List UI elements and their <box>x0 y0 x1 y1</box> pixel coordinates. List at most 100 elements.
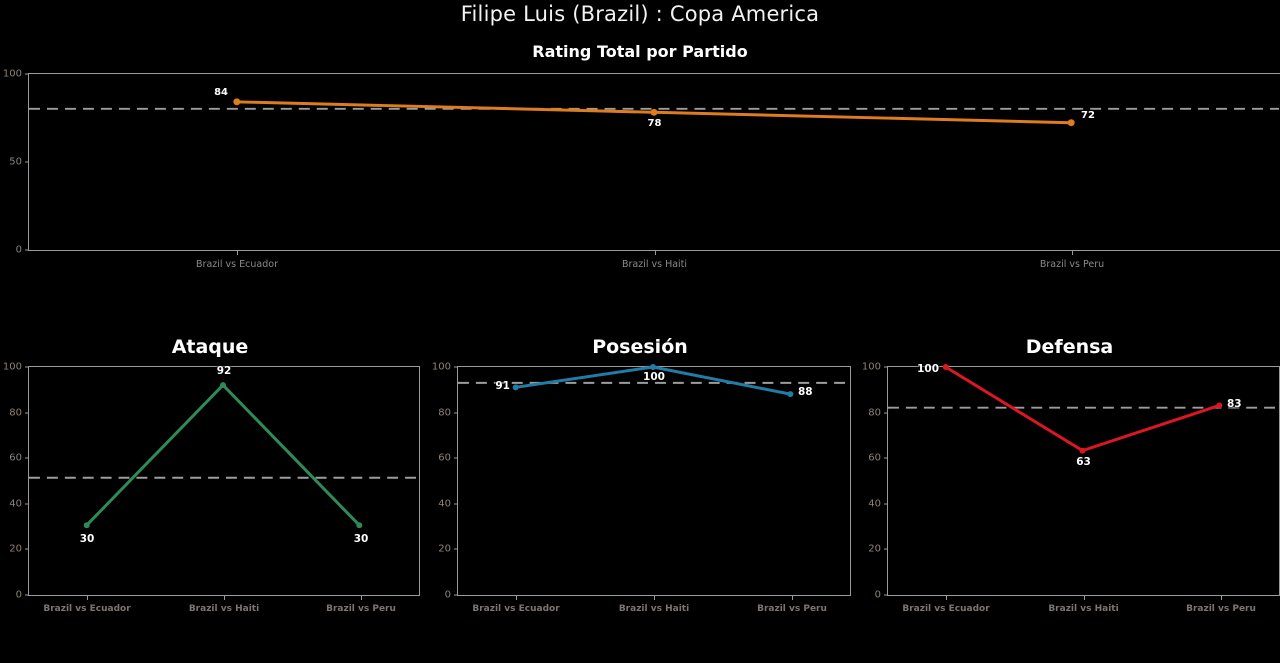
chart-panel-defensa: Defensa 0 20 40 60 80 100 Brazil vs Ecuador Bra… <box>859 336 1280 626</box>
y-axis-tick-label: 60 <box>438 452 451 464</box>
figure-title: Filipe Luis (Brazil) : Copa America <box>460 2 820 26</box>
data-point-marker <box>1067 119 1075 127</box>
x-axis-label: Brazil vs Haiti <box>618 604 690 614</box>
x-axis-tick-mark <box>237 250 238 255</box>
panel-title-ataque: Ataque <box>171 336 249 358</box>
x-axis-label: Brazil vs Peru <box>1039 259 1105 270</box>
y-axis-tick-label: 100 <box>431 361 451 373</box>
figure-subtitle: Rating Total por Partido <box>532 42 748 61</box>
y-axis-tick-label: 0 <box>15 244 22 256</box>
y-axis-tick-label: 20 <box>438 543 451 555</box>
y-axis-tick-label: 0 <box>15 589 22 601</box>
y-axis-tick-label: 40 <box>9 498 22 510</box>
y-axis-tick-label: 0 <box>444 589 451 601</box>
y-axis-tick-label: 40 <box>438 498 451 510</box>
y-axis-tick-mark <box>25 366 29 368</box>
plot-area-ataque: 0 20 40 60 80 100 Brazil vs Ecuador Brazil vs H… <box>3 362 420 614</box>
data-point-marker <box>650 364 656 370</box>
data-series-line <box>944 365 1221 453</box>
data-point-value-label: 92 <box>216 365 232 378</box>
data-point-marker <box>650 108 658 116</box>
x-axis-tick-mark <box>792 595 793 600</box>
x-axis-tick-mark <box>361 595 362 600</box>
data-point-value-label: 30 <box>353 532 369 545</box>
y-axis-tick-mark <box>25 412 29 414</box>
data-point-marker <box>220 382 226 389</box>
y-axis-tick-label: 20 <box>868 543 881 555</box>
data-point-value-label: 88 <box>798 386 813 399</box>
data-point-marker <box>512 384 519 391</box>
x-axis-tick-mark <box>224 595 225 600</box>
series-svg-defensa <box>888 364 1278 454</box>
series-svg-ataque <box>29 382 418 529</box>
x-axis-label: Brazil vs Haiti <box>188 604 260 614</box>
y-axis-tick-label: 100 <box>2 68 22 80</box>
data-point-value-label: 63 <box>1076 456 1091 469</box>
x-axis-tick-mark <box>1083 595 1085 600</box>
plot-area-posesion: 0 20 40 60 80 100 Brazil vs Ecuador Brazil vs H… <box>432 362 851 614</box>
chart-panel-posesion: Posesión 0 20 40 60 80 100 Brazil vs Ecuador Br… <box>429 336 851 626</box>
y-axis-tick-mark <box>884 594 888 596</box>
y-axis-tick-label: 40 <box>868 498 881 510</box>
x-axis-label: Brazil vs Ecuador <box>902 604 990 614</box>
y-axis-tick-label: 0 <box>874 589 881 601</box>
y-axis-tick-label: 100 <box>2 361 22 373</box>
y-axis-tick-mark <box>454 457 458 459</box>
x-axis-tick-mark <box>1072 250 1073 255</box>
y-axis-tick-mark <box>25 457 29 459</box>
panel-title-defensa: Defensa <box>1025 336 1114 358</box>
data-point-value-label: 30 <box>79 532 95 545</box>
data-point-marker <box>1216 402 1223 409</box>
y-axis-tick-label: 80 <box>9 407 22 419</box>
x-axis-label: Brazil vs Peru <box>1186 604 1256 614</box>
panel-title-posesion: Posesión <box>592 336 688 358</box>
y-axis-tick-mark <box>884 457 888 459</box>
series-svg-rating-total <box>29 98 1280 127</box>
data-point-value-label: 100 <box>643 371 665 383</box>
x-axis-tick-mark <box>654 595 655 600</box>
chart-panel-rating-total: 0 50 100 Brazil vs Ecuador Brazil vs Haiti Br… <box>0 60 1280 270</box>
data-point-marker <box>233 98 241 106</box>
x-axis-label: Brazil vs Haiti <box>621 259 688 270</box>
data-point-value-label: 100 <box>917 363 939 375</box>
data-point-marker <box>83 522 90 529</box>
plot-area-defensa: 0 20 40 60 80 100 Brazil vs Ecuador Brazil vs H… <box>862 362 1280 614</box>
y-axis-tick-label: 50 <box>9 156 22 168</box>
x-axis-tick-mark <box>946 595 947 600</box>
y-axis-tick-label: 80 <box>868 407 881 419</box>
x-axis-label: Brazil vs Peru <box>757 604 827 614</box>
y-axis-tick-label: 80 <box>438 407 451 419</box>
x-axis-label: Brazil vs Ecuador <box>196 259 278 270</box>
y-axis-tick-mark <box>884 503 888 505</box>
y-axis-tick-label: 100 <box>861 361 881 373</box>
y-axis-tick-mark <box>454 548 458 550</box>
y-axis-tick-mark <box>454 503 458 505</box>
y-axis-tick-label: 60 <box>868 452 881 464</box>
y-axis-tick-mark <box>884 548 888 550</box>
x-axis-tick-mark <box>87 595 88 600</box>
data-point-value-label: 84 <box>214 87 228 99</box>
x-axis-baseline <box>28 250 1280 251</box>
x-axis-label: Brazil vs Ecuador <box>43 604 131 614</box>
data-point-marker <box>942 364 949 370</box>
data-series-line <box>85 383 361 527</box>
y-axis-tick-label: 60 <box>9 452 22 464</box>
y-axis-tick-mark <box>25 73 29 75</box>
x-axis-tick-mark <box>654 250 656 255</box>
series-svg-posesion <box>458 364 849 398</box>
y-axis-tick-mark <box>454 412 458 414</box>
y-axis-tick-mark <box>454 366 458 368</box>
y-axis-tick-mark <box>454 594 458 596</box>
y-axis-tick-mark <box>25 503 29 505</box>
y-axis-tick-mark <box>25 548 29 550</box>
x-axis-label: Brazil vs Ecuador <box>472 604 560 614</box>
data-point-value-label: 78 <box>647 117 662 129</box>
x-axis-label: Brazil vs Peru <box>326 604 396 614</box>
y-axis-tick-mark <box>25 594 29 596</box>
plot-area-rating-total: 0 50 100 Brazil vs Ecuador Brazil vs Haiti Br… <box>3 69 1280 270</box>
y-axis-tick-mark <box>25 249 29 251</box>
data-point-marker <box>356 522 363 529</box>
y-axis-tick-mark <box>884 366 888 368</box>
y-axis-tick-mark <box>25 161 29 163</box>
